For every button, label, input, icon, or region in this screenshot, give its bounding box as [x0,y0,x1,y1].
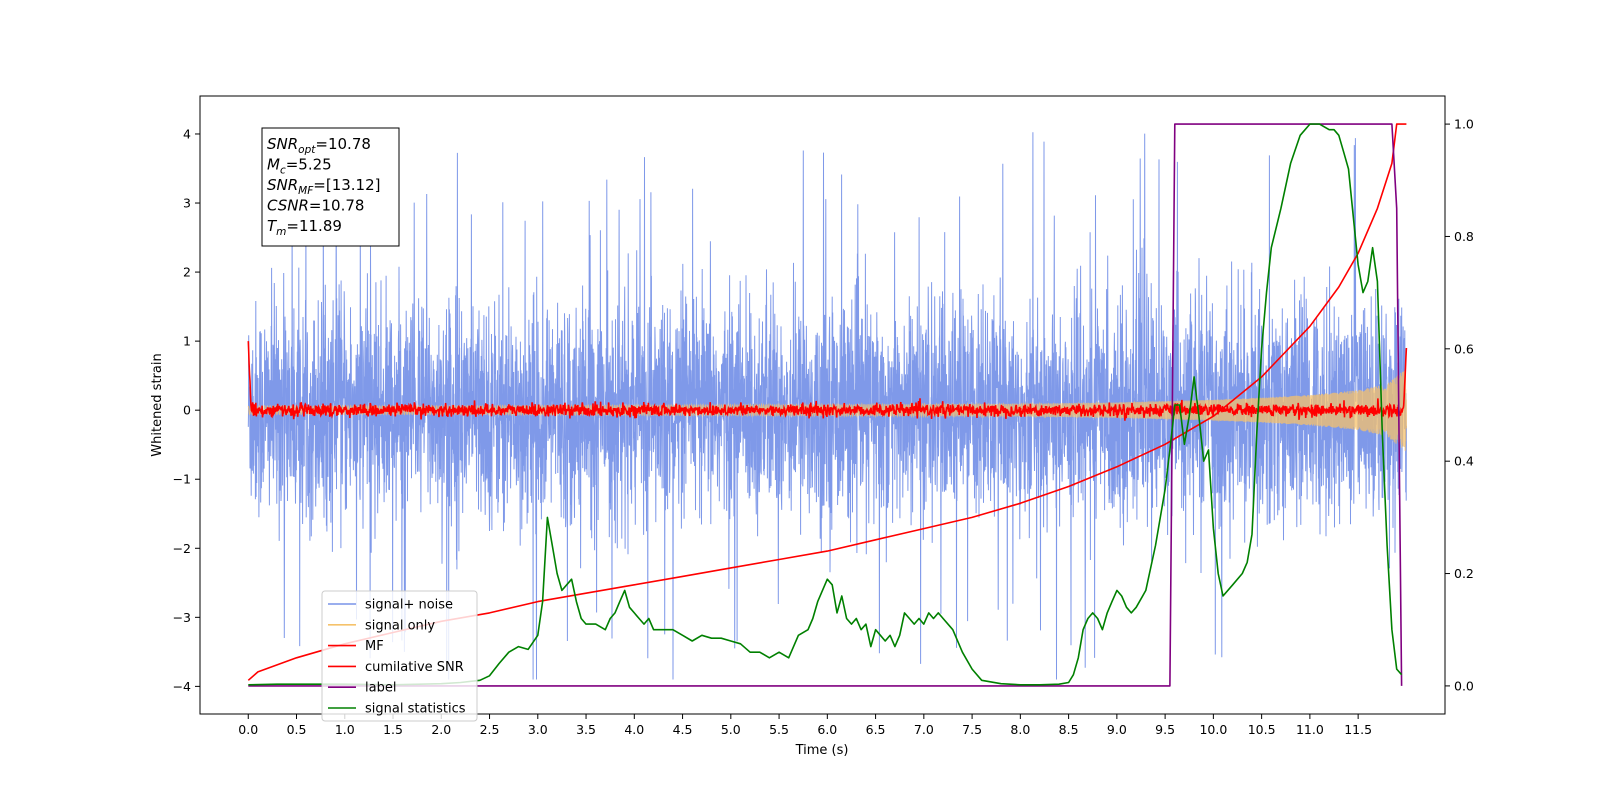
y-right-tick-label: 0.4 [1454,454,1474,469]
legend: signal+ noise signal only MF cumilative SNR… [321,590,478,722]
x-tick-label: 0.0 [238,722,258,737]
x-axis: 0.0 0.5 1.0 1.5 2.0 2.5 3.0 3.5 4.0 4.5 5.0 5.5 6.0 6… [238,714,1372,737]
y-axis-left: −4 −3 −2 −1 0 1 2 3 4 [173,126,200,694]
y-tick-label: −2 [173,541,191,556]
y-tick-label: −1 [173,472,191,487]
y-tick-label: −4 [173,679,191,694]
annotation-line: SNRMF=[13.12] [267,176,381,197]
y-tick-label: 0 [183,403,191,418]
annotation-subscript: c [280,165,286,177]
annotation-base: SNR [267,135,298,153]
y-tick-label: 3 [183,196,191,211]
x-tick-label: 1.5 [383,722,403,737]
x-tick-label: 1.0 [335,722,355,737]
x-tick-label: 2.0 [431,722,451,737]
annotation-base: CSNR [267,197,309,215]
y-right-tick-label: 0.8 [1454,229,1474,244]
annotation-base: M [267,156,280,174]
annotation-value: =5.25 [286,156,332,174]
x-tick-label: 10.5 [1248,722,1276,737]
y-axis-right: 0.0 0.2 0.4 0.6 0.8 1.0 [1445,117,1474,693]
annotation-box-frame [261,127,400,247]
annotation-subscript: opt [298,144,316,156]
annotation-base: SNR [267,176,298,194]
annotation-line: Tm=11.89 [267,217,342,238]
y-tick-label: 2 [183,265,191,280]
x-tick-label: 5.5 [769,722,789,737]
x-tick-label: 5.0 [721,722,741,737]
x-tick-label: 2.5 [480,722,500,737]
annotation-value: =10.78 [309,197,365,215]
legend-label: label [365,681,396,696]
legend-frame [321,590,478,722]
y-tick-label: 4 [183,126,191,141]
series-signal-noise-line [247,129,1407,680]
x-tick-label: 4.0 [624,722,644,737]
x-tick-label: 3.0 [528,722,548,737]
y-right-tick-label: 0.2 [1454,566,1474,581]
annotation-subscript: MF [298,185,314,197]
legend-label: signal statistics [365,702,466,717]
x-tick-label: 6.0 [817,722,837,737]
plot-frame [199,95,1446,715]
annotation-line: Mc=5.25 [267,156,332,177]
legend-label: MF [365,639,384,654]
annotation-value: =[13.12] [313,176,380,194]
x-tick-label: 0.5 [287,722,307,737]
y-tick-label: 1 [183,334,191,349]
series-mf-line [247,341,1408,421]
annotation-value: =10.78 [315,135,371,153]
x-tick-label: 8.0 [1010,722,1030,737]
x-tick-label: 9.5 [1155,722,1175,737]
x-tick-label: 8.5 [1059,722,1079,737]
x-tick-label: 3.5 [576,722,596,737]
legend-label: cumilative SNR [365,660,464,675]
x-tick-label: 4.5 [673,722,693,737]
series-signal-statistics-line [248,123,1403,686]
annotation-base: T [267,217,278,235]
x-tick-label: 9.0 [1107,722,1127,737]
series-label-line [248,123,1403,687]
x-axis-label: Time (s) [795,743,849,758]
y-right-tick-label: 1.0 [1454,117,1474,132]
legend-label: signal+ noise [365,598,453,613]
y-tick-label: −3 [173,610,191,625]
x-tick-label: 7.5 [962,722,982,737]
x-tick-label: 11.0 [1296,722,1324,737]
annotation-box: SNRopt=10.78Mc=5.25SNRMF=[13.12]CSNR=10.… [261,127,400,247]
annotation-line: CSNR=10.78 [267,197,364,215]
y-right-tick-label: 0.6 [1454,341,1474,356]
x-tick-label: 10.0 [1199,722,1227,737]
y-right-tick-label: 0.0 [1454,678,1474,693]
y-axis-label: Whitened strain [150,353,165,456]
legend-label: signal only [365,618,435,633]
x-tick-label: 7.0 [914,722,934,737]
annotation-line: SNRopt=10.78 [267,135,371,156]
x-tick-label: 11.5 [1344,722,1372,737]
annotation-subscript: m [276,226,286,238]
annotation-value: =11.89 [286,217,342,235]
x-tick-label: 6.5 [866,722,886,737]
